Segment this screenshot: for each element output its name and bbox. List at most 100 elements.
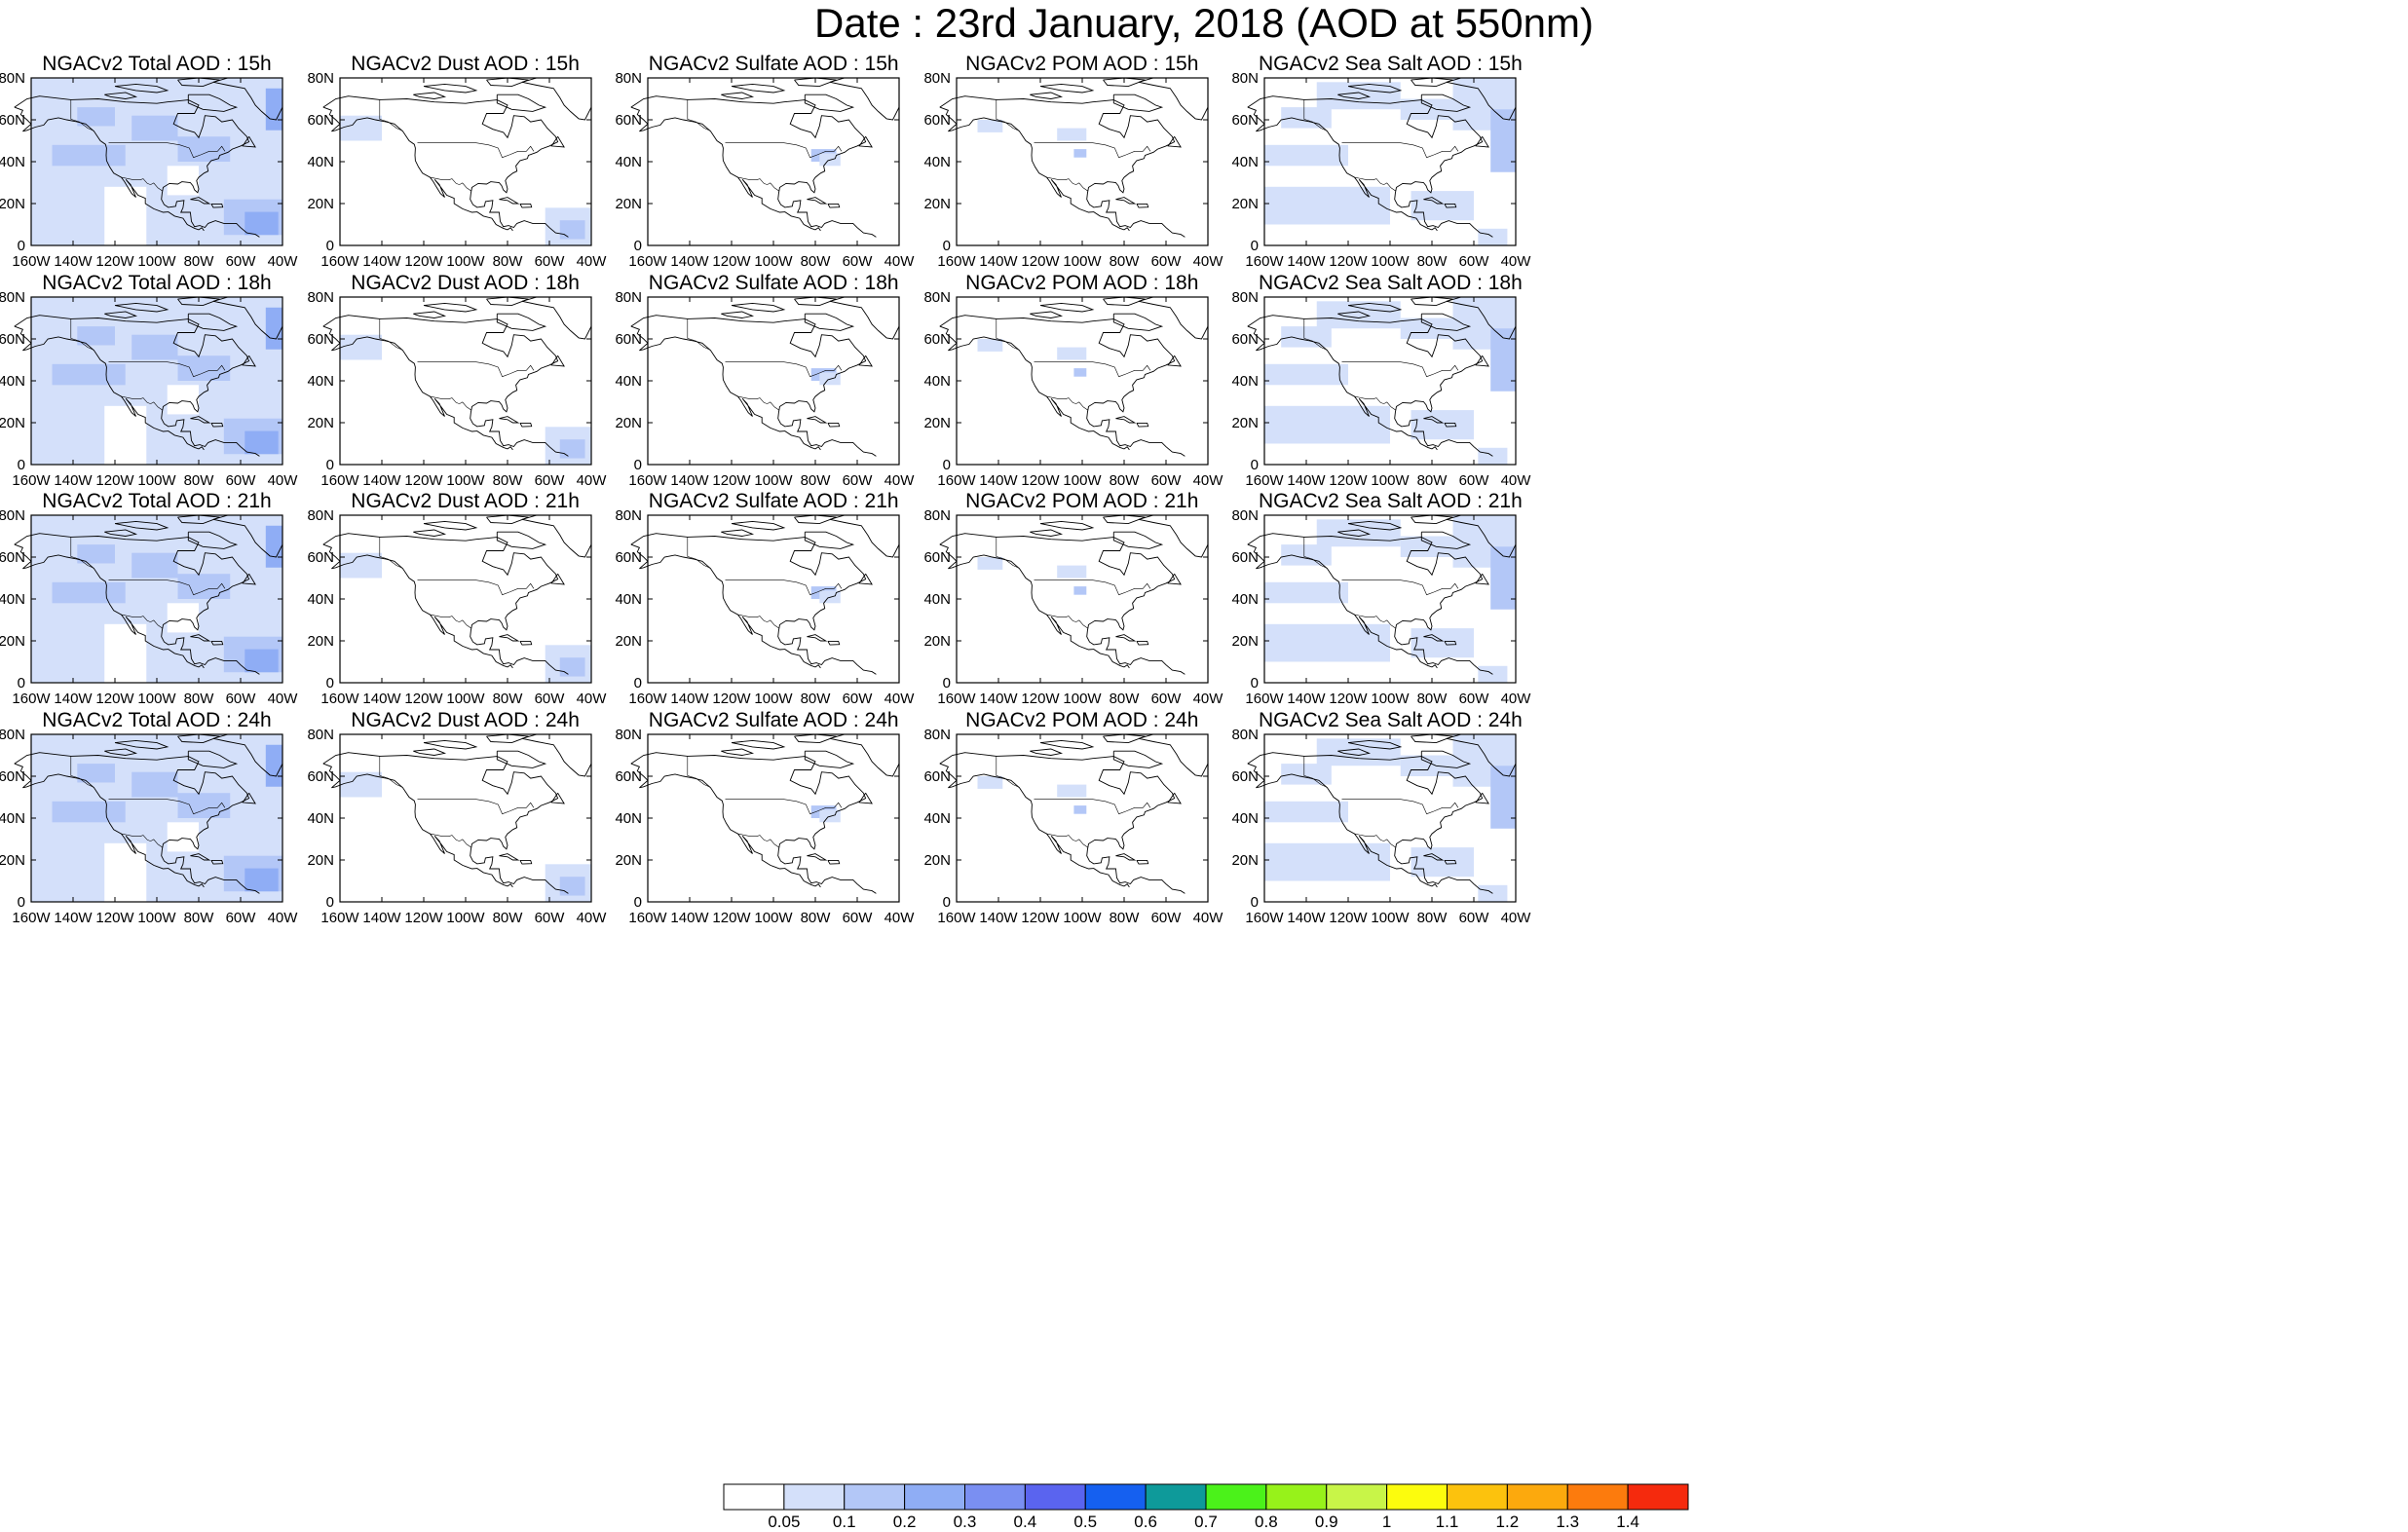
- colorbar-swatch: [964, 1483, 1026, 1511]
- lon-tick-label: 60W: [1150, 910, 1182, 926]
- aod-cell: [559, 220, 585, 240]
- map-plot: 160W 140W 120W 100W 80W 60W 40W 0 20N 40N 60N 80N: [923, 507, 1223, 707]
- country-border: [70, 755, 94, 788]
- country-border: [417, 579, 534, 596]
- country-border: [1046, 614, 1088, 629]
- island-outline: [1423, 197, 1445, 205]
- map-panel-total: NGACv2 Total AOD : 24h 160W 140W 120W 100W 80…: [0, 709, 458, 1062]
- island-outline: [1029, 529, 1063, 537]
- aod-cell: [167, 603, 199, 633]
- island-outline: [114, 739, 169, 749]
- aod-cell: [1264, 405, 1391, 443]
- aod-cell: [1264, 801, 1349, 822]
- colorbar-swatch: [1506, 1483, 1568, 1511]
- country-border: [379, 318, 403, 351]
- panel-title: NGACv2 Sulfate AOD : 18h: [648, 271, 899, 294]
- lat-tick-label: 20N: [1232, 415, 1260, 431]
- colorbar-label: 0.4: [1013, 1513, 1037, 1531]
- island-outline: [496, 750, 546, 768]
- aod-colorbar: [723, 1483, 1689, 1511]
- lat-tick-label: 0: [634, 675, 642, 691]
- aod-cell: [1401, 98, 1453, 120]
- colorbar-label: 1.1: [1435, 1513, 1459, 1531]
- lon-tick-label: 80W: [1109, 253, 1140, 270]
- lat-tick-label: 20N: [923, 633, 951, 650]
- island-outline: [858, 792, 874, 804]
- country-border: [1303, 99, 1329, 131]
- island-outline: [1115, 197, 1137, 205]
- country-border: [1034, 360, 1150, 377]
- country-border: [725, 360, 843, 377]
- coastlines: [322, 514, 592, 675]
- lon-tick-label: 100W: [137, 253, 176, 270]
- lon-tick-label: 160W: [12, 691, 51, 707]
- aod-cell: [1073, 586, 1087, 595]
- coastline: [939, 763, 1130, 887]
- island-outline: [1029, 748, 1063, 756]
- country-border: [687, 99, 711, 131]
- lon-tick-label: 40W: [576, 691, 607, 707]
- lon-tick-label: 40W: [576, 253, 607, 270]
- coastline: [14, 325, 205, 450]
- aod-cell: [977, 120, 1003, 132]
- island-outline: [187, 313, 239, 331]
- aod-cell: [77, 763, 115, 782]
- country-border: [1034, 142, 1150, 159]
- lon-tick-label: 60W: [534, 910, 565, 926]
- lon-tick-label: 40W: [268, 253, 299, 270]
- lon-tick-label: 160W: [320, 910, 359, 926]
- lat-tick-label: 80N: [923, 727, 951, 743]
- coastline: [830, 296, 900, 339]
- country-border: [417, 360, 534, 377]
- aod-cell: [1401, 318, 1453, 339]
- lat-tick-label: 40N: [307, 810, 334, 827]
- lat-tick-label: 80N: [307, 289, 334, 306]
- aod-field: [31, 296, 282, 465]
- lon-tick-label: 100W: [755, 691, 794, 707]
- lon-tick-label: 140W: [979, 472, 1018, 489]
- island-outline: [242, 573, 256, 585]
- aod-field: [1264, 515, 1517, 683]
- lon-tick-label: 60W: [1150, 691, 1182, 707]
- island-outline: [519, 422, 532, 428]
- lat-tick-label: 40N: [616, 373, 643, 390]
- island-outline: [1423, 852, 1445, 860]
- borders: [687, 537, 843, 629]
- coastline: [1247, 95, 1494, 238]
- country-border: [1354, 176, 1397, 192]
- coastlines: [630, 296, 900, 457]
- coastline: [630, 543, 821, 669]
- panel-title: NGACv2 POM AOD : 24h: [965, 708, 1199, 731]
- lat-tick-label: 20N: [307, 196, 334, 212]
- colorbar-label: 1.3: [1556, 1513, 1580, 1531]
- country-border: [108, 142, 226, 159]
- aod-cell: [177, 574, 231, 599]
- lat-tick-label: 80N: [0, 289, 25, 306]
- lon-tick-label: 80W: [184, 472, 215, 489]
- map-panel-seasalt: NGACv2 Sea Salt AOD : 21h 160W 140W 120W 100…: [1232, 490, 1691, 842]
- map-plot: 160W 140W 120W 100W 80W 60W 40W 0 20N 40N 60N 80N: [923, 727, 1223, 926]
- aod-cell: [1281, 544, 1333, 566]
- aod-cell: [1411, 191, 1475, 221]
- lon-tick-label: 100W: [446, 253, 485, 270]
- country-border: [121, 614, 164, 629]
- lon-tick-label: 140W: [54, 253, 93, 270]
- lon-tick-label: 40W: [576, 472, 607, 489]
- aod-field: [1264, 296, 1517, 465]
- map-panel-total: NGACv2 Total AOD : 21h 160W 140W 120W 100W 80…: [0, 490, 458, 842]
- lat-tick-label: 80N: [923, 70, 951, 87]
- coastline: [14, 751, 260, 894]
- aod-cell: [132, 115, 178, 141]
- lat-tick-label: 80N: [307, 727, 334, 743]
- coastline: [1248, 543, 1439, 669]
- lat-tick-label: 40N: [616, 154, 643, 170]
- lon-tick-label: 120W: [95, 472, 134, 489]
- lon-tick-label: 100W: [1372, 472, 1411, 489]
- map-plot: 160W 140W 120W 100W 80W 60W 40W 0 20N 40N 60N 80N: [0, 70, 299, 270]
- island-outline: [1039, 83, 1095, 93]
- colorbar-swatch: [1205, 1483, 1267, 1511]
- coastline: [939, 543, 1130, 669]
- lon-tick-label: 140W: [1288, 253, 1327, 270]
- island-outline: [412, 748, 446, 756]
- aod-cell: [1264, 581, 1349, 604]
